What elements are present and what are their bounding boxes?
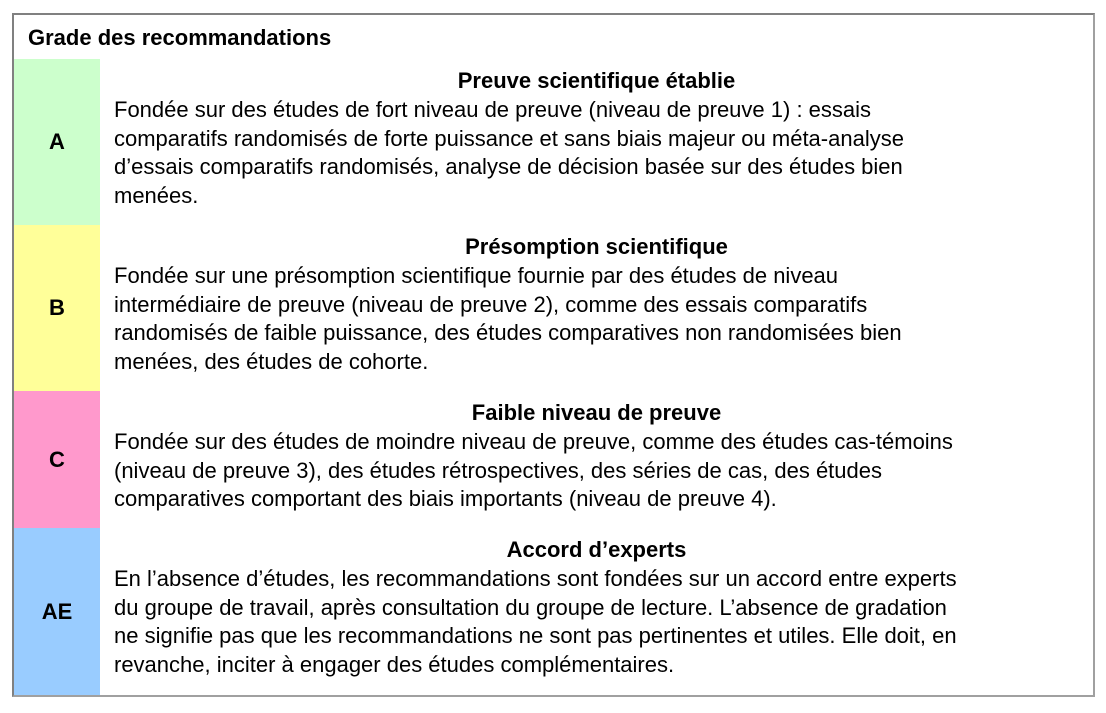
- grade-description: Faible niveau de preuve Fondée sur des ét…: [100, 391, 1093, 528]
- description-line: du groupe de travail, après consultation…: [114, 594, 947, 620]
- description-line: comparatifs randomisés de forte puissanc…: [114, 125, 904, 151]
- grade-description: Accord d’experts En l’absence d’études, l…: [100, 528, 1093, 695]
- grade-heading: Présomption scientifique: [465, 234, 728, 259]
- description-line: menées.: [114, 182, 199, 208]
- grade-table: Grade des recommandations A Preuve scient…: [12, 13, 1095, 697]
- description-line: randomisés de faible puissance, des étud…: [114, 320, 902, 345]
- grade-row-a: A Preuve scientifique établie Fondée sur d…: [14, 59, 1093, 225]
- grade-description: Présomption scientifique Fondée sur une p…: [100, 225, 1093, 391]
- grade-description: Preuve scientifique établie Fondée sur de…: [100, 59, 1093, 225]
- grade-heading: Faible niveau de preuve: [471, 400, 722, 425]
- description-line: d’essais comparatifs randomisés, analyse…: [114, 154, 903, 179]
- description-line: menées, des études de cohorte.: [114, 348, 429, 374]
- description-line: (niveau de preuve 3), des études rétrosp…: [114, 457, 882, 483]
- grade-row-c: C Faible niveau de preuve Fondée sur des é…: [14, 391, 1093, 528]
- description-line: En l’absence d’études, les recommandatio…: [114, 566, 957, 591]
- description-line: Fondée sur une présomption scientifique …: [114, 263, 839, 288]
- table-title: Grade des recommandations: [28, 25, 332, 50]
- grade-label: C: [14, 391, 100, 528]
- description-line: Fondée sur des études de moindre niveau …: [114, 429, 953, 454]
- grade-label: B: [14, 225, 100, 391]
- grade-label: AE: [14, 528, 100, 695]
- description-line: ne signifie pas que les recommandations …: [114, 623, 957, 648]
- description-line: revanche, inciter à engager des études c…: [114, 651, 675, 677]
- grade-label: A: [14, 59, 100, 225]
- description-line: intermédiaire de preuve (niveau de preuv…: [114, 291, 868, 317]
- grade-row-ae: AE Accord d’experts En l’absence d’études,…: [14, 528, 1093, 695]
- grade-row-b: B Présomption scientifique Fondée sur une …: [14, 225, 1093, 391]
- grade-heading: Preuve scientifique établie: [457, 68, 736, 93]
- description-line: comparatives comportant des biais import…: [114, 486, 777, 511]
- description-line: Fondée sur des études de fort niveau de …: [114, 97, 872, 122]
- grade-heading: Accord d’experts: [506, 537, 687, 562]
